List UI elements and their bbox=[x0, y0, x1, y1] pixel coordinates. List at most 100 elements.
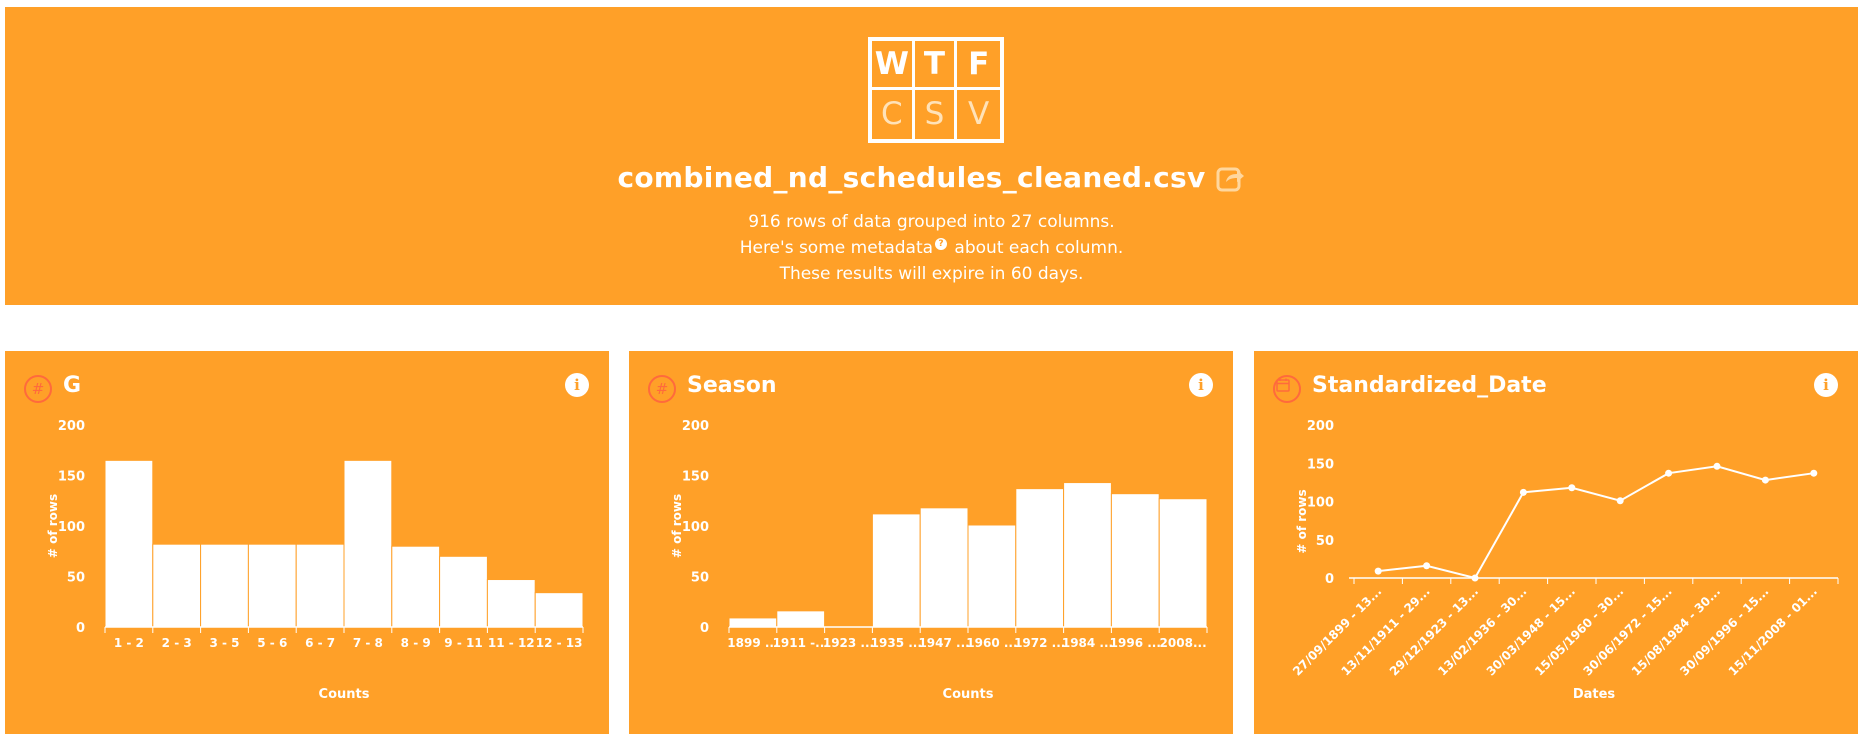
x-tick-label: 11 - 12 bbox=[488, 636, 535, 650]
data-point bbox=[1374, 567, 1382, 575]
x-tick-label: 1947 ... bbox=[918, 636, 969, 650]
column-title: Standardized_Date bbox=[1312, 373, 1547, 398]
help-icon[interactable]: ? bbox=[935, 238, 948, 251]
x-tick-label: 1911 -... bbox=[773, 636, 829, 650]
logo-letter: T bbox=[914, 41, 958, 90]
calendar-icon bbox=[1273, 375, 1301, 403]
x-tick-label: 8 - 9 bbox=[401, 636, 431, 650]
bar bbox=[152, 543, 202, 628]
x-tick-label: 1960 ... bbox=[966, 636, 1017, 650]
x-tick-label: 30/03/1948 - 15... bbox=[1484, 584, 1578, 678]
x-tick-label: 15/05/1960 - 30... bbox=[1532, 584, 1626, 678]
bar bbox=[776, 610, 826, 628]
data-point bbox=[1713, 462, 1721, 470]
y-axis-label: # of rows bbox=[46, 494, 60, 558]
histogram-chart: 0 50 100 150 200 # of rows 1 - 2 2 - 3 3 - 5 5 - … bbox=[46, 419, 584, 702]
y-tick-label: 150 bbox=[58, 470, 85, 485]
x-tick-label: 7 - 8 bbox=[353, 636, 383, 650]
metadata-suffix: about each column. bbox=[949, 238, 1124, 258]
x-tick-label: 2008... bbox=[1160, 636, 1207, 650]
data-point bbox=[1810, 469, 1818, 477]
data-point bbox=[1423, 562, 1431, 570]
bar bbox=[343, 459, 393, 628]
metadata-prefix[interactable]: Here's some metadata bbox=[739, 238, 934, 258]
file-title-row: combined_nd_schedules_cleaned.csv bbox=[5, 161, 1858, 194]
y-tick-label: 0 bbox=[700, 621, 709, 636]
number-type-icon: # bbox=[24, 375, 52, 403]
bar bbox=[534, 592, 584, 628]
x-tick-label: 1996 ... bbox=[1110, 636, 1161, 650]
x-tick-label: 1984 ... bbox=[1062, 636, 1113, 650]
bar bbox=[1015, 488, 1065, 628]
x-tick-label: 1923 ... bbox=[823, 636, 874, 650]
info-icon[interactable]: i bbox=[565, 373, 589, 397]
bar bbox=[104, 459, 154, 628]
y-tick-label: 200 bbox=[58, 419, 85, 434]
logo-letter: S bbox=[915, 90, 958, 139]
share-icon[interactable] bbox=[1216, 163, 1246, 193]
bar bbox=[391, 545, 441, 628]
x-tick-label: 3 - 5 bbox=[209, 636, 239, 650]
y-tick-label: 150 bbox=[1307, 457, 1334, 472]
column-title: Season bbox=[687, 373, 777, 398]
x-tick-label: 15/11/2008 - 01... bbox=[1726, 584, 1820, 678]
x-tick-label: 30/09/1996 - 15... bbox=[1677, 584, 1771, 678]
x-tick-label: 9 - 11 bbox=[444, 636, 482, 650]
y-tick-label: 200 bbox=[1307, 419, 1334, 434]
x-tick-label: 13/02/1936 - 30... bbox=[1435, 584, 1529, 678]
data-point bbox=[1471, 574, 1479, 582]
column-card-standardized-date: Standardized_Date i 0 50 100 150 200 # of row… bbox=[1254, 351, 1858, 734]
file-metadata: 916 rows of data grouped into 27 columns… bbox=[5, 209, 1858, 287]
y-tick-label: 200 bbox=[682, 419, 709, 434]
x-tick-label: 1972 ... bbox=[1014, 636, 1065, 650]
logo-letter: W bbox=[872, 41, 915, 90]
bar bbox=[295, 543, 345, 628]
x-tick-label: 1899 ... bbox=[727, 636, 778, 650]
series-line bbox=[1378, 465, 1814, 580]
bar bbox=[728, 617, 778, 628]
bar bbox=[1063, 482, 1112, 628]
x-tick-label: 1935 ... bbox=[871, 636, 922, 650]
x-axis-label: Counts bbox=[319, 687, 370, 702]
y-tick-label: 50 bbox=[1316, 534, 1334, 549]
bar bbox=[1158, 498, 1208, 628]
y-tick-label: 100 bbox=[682, 520, 709, 535]
x-axis-label: Counts bbox=[943, 687, 994, 702]
x-tick-label: 13/11/1911 - 29... bbox=[1338, 584, 1432, 678]
x-tick-label: 2 - 3 bbox=[162, 636, 192, 650]
y-tick-label: 100 bbox=[58, 520, 85, 535]
column-title: G bbox=[63, 373, 82, 398]
data-point bbox=[1568, 484, 1576, 492]
bar bbox=[1110, 493, 1160, 628]
bar bbox=[247, 543, 297, 628]
x-tick-label: 29/12/1923 - 13... bbox=[1387, 584, 1481, 678]
x-tick-label: 6 - 7 bbox=[305, 636, 335, 650]
metadata-text: Here's some metadata? about each column. bbox=[5, 235, 1858, 261]
rows-columns-text: 916 rows of data grouped into 27 columns… bbox=[748, 212, 1115, 232]
data-point bbox=[1616, 497, 1624, 505]
bar bbox=[200, 543, 249, 628]
x-tick-label: 15/08/1984 - 30... bbox=[1629, 584, 1723, 678]
y-tick-label: 150 bbox=[682, 470, 709, 485]
y-tick-label: 50 bbox=[691, 571, 709, 586]
number-type-icon: # bbox=[648, 375, 676, 403]
y-tick-label: 100 bbox=[1307, 496, 1334, 511]
column-card-season: # Season i 0 50 100 150 200 # of rows 1899 ...… bbox=[629, 351, 1233, 734]
data-point bbox=[1519, 488, 1527, 496]
info-icon[interactable]: i bbox=[1189, 373, 1213, 397]
bar bbox=[919, 507, 969, 628]
info-icon[interactable]: i bbox=[1814, 373, 1838, 397]
logo-letter: F bbox=[957, 41, 1000, 90]
x-axis-label: Dates bbox=[1573, 687, 1616, 702]
x-tick-label: 12 - 13 bbox=[536, 636, 583, 650]
bar bbox=[871, 513, 921, 628]
x-tick-label: 30/06/1972 - 15... bbox=[1580, 584, 1674, 678]
data-point bbox=[1761, 476, 1769, 484]
logo-letter: V bbox=[968, 96, 990, 132]
expiry-text: These results will expire in 60 days. bbox=[779, 264, 1084, 284]
column-card-g: # G i 0 50 100 150 200 # of rows 1 - 2 2 - 3 3 -… bbox=[5, 351, 609, 734]
data-point bbox=[1665, 469, 1673, 477]
wtfcsv-logo[interactable]: W T F C S V bbox=[868, 37, 1004, 143]
